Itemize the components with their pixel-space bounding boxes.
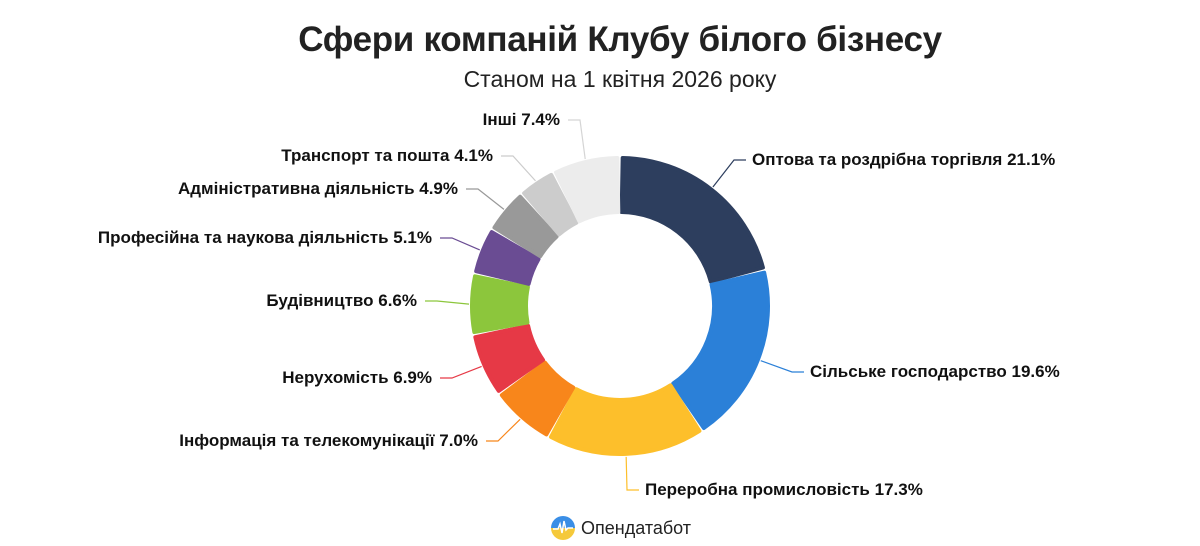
leader-line bbox=[625, 456, 639, 491]
leader-line bbox=[425, 300, 470, 305]
slice-label: Оптова та роздрібна торгівля 21.1% bbox=[752, 150, 1056, 169]
brand-name: Опендатабот bbox=[581, 517, 692, 538]
leader-line bbox=[466, 188, 505, 210]
donut-slice bbox=[474, 230, 541, 286]
leader-line bbox=[501, 155, 536, 182]
slice-label: Будівництво 6.6% bbox=[266, 291, 417, 310]
leader-line bbox=[568, 119, 586, 160]
leader-line bbox=[712, 159, 746, 188]
leader-line bbox=[486, 418, 521, 442]
opendatabot-logo-icon bbox=[551, 516, 575, 540]
slice-label: Професійна та наукова діяльність 5.1% bbox=[97, 228, 432, 247]
slice-label: Переробна промисловість 17.3% bbox=[645, 480, 923, 499]
donut-slice bbox=[470, 274, 530, 335]
chart-subtitle: Станом на 1 квітня 2026 року bbox=[463, 66, 777, 92]
donut-slice bbox=[473, 323, 545, 393]
leader-line bbox=[440, 237, 481, 251]
slice-label: Нерухомість 6.9% bbox=[282, 368, 432, 387]
slice-label: Інші 7.4% bbox=[482, 110, 560, 129]
donut-slice bbox=[492, 194, 559, 259]
leader-line bbox=[440, 365, 482, 379]
donut-slice bbox=[671, 270, 770, 430]
leader-line bbox=[760, 360, 804, 373]
donut-slice bbox=[619, 156, 765, 284]
donut-slice bbox=[522, 172, 579, 237]
donut-slice bbox=[549, 383, 702, 456]
slice-label: Інформація та телекомунікації 7.0% bbox=[179, 431, 478, 450]
chart-title: Сфери компаній Клубу білого бізнесу bbox=[298, 20, 942, 59]
slice-label: Адміністративна діяльність 4.9% bbox=[177, 179, 458, 198]
brand-logo: Опендатабот bbox=[551, 516, 691, 540]
slice-label: Сільське господарство 19.6% bbox=[810, 362, 1060, 381]
donut-slice bbox=[499, 360, 576, 437]
slice-label: Транспорт та пошта 4.1% bbox=[281, 146, 493, 165]
donut-slice bbox=[554, 156, 621, 224]
